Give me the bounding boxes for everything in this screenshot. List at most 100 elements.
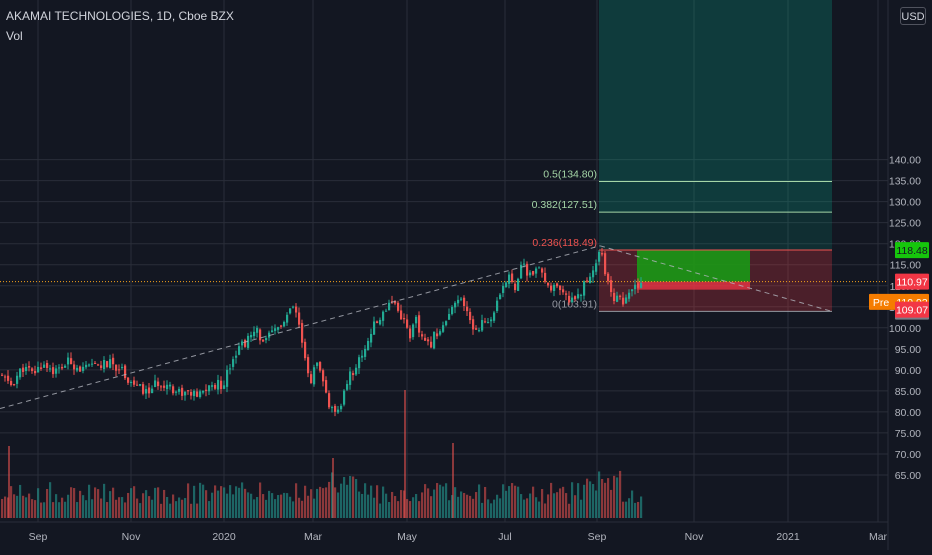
candle-body [469, 311, 472, 321]
fib-zone-top [599, 0, 832, 213]
trendline-up [0, 245, 601, 410]
y-tick-label: 90.00 [895, 365, 921, 377]
volume-bar [256, 497, 259, 518]
fib-zone-mid [599, 212, 832, 251]
volume-bar [574, 495, 577, 518]
volume-bar [184, 498, 187, 518]
candle-body [574, 296, 577, 300]
candle-body [598, 251, 601, 262]
volume-bar [304, 485, 307, 518]
volume-bar [559, 488, 562, 518]
volume-bar [391, 491, 394, 518]
volume-bar [166, 496, 169, 518]
candle-body [580, 294, 583, 296]
volume-bar [487, 499, 490, 518]
candle-body [550, 285, 553, 291]
price-label-prefix: Pre [873, 297, 890, 309]
candle-body [241, 341, 244, 346]
candle-body [409, 328, 412, 339]
volume-bar [127, 492, 130, 518]
volume-bar [628, 498, 631, 518]
volume-bar [610, 489, 613, 518]
volume-bar [8, 446, 10, 518]
price-label-text: 109.07 [896, 305, 928, 317]
volume-bar [490, 503, 493, 518]
volume-bar [124, 502, 127, 518]
y-tick-label: 125.00 [889, 218, 921, 230]
volume-bar [253, 499, 256, 518]
volume-bar [376, 485, 379, 518]
candle-body [292, 306, 295, 308]
candle-body [283, 321, 286, 327]
candle-body [13, 384, 16, 386]
candle-body [160, 386, 163, 388]
candle-body [61, 366, 64, 369]
volume-bar [364, 483, 367, 518]
candle-body [403, 318, 406, 320]
volume-bar [562, 486, 565, 518]
candle-body [631, 289, 634, 292]
candle-body [205, 389, 208, 391]
candle-body [202, 390, 205, 393]
volume-bar [592, 484, 595, 518]
candle-body [535, 268, 538, 274]
volume-bar [4, 496, 7, 518]
candle-body [142, 384, 145, 394]
volume-bar [139, 503, 142, 518]
volume-bar [61, 497, 64, 518]
volume-bar [118, 497, 121, 518]
x-tick-label: Mar [869, 531, 888, 543]
candle-body [289, 308, 292, 314]
volume-bar [307, 495, 310, 518]
candle-body [106, 361, 109, 367]
candle-body [82, 366, 85, 371]
volume-bar [181, 499, 184, 518]
candle-body [625, 297, 628, 304]
candle-body [103, 359, 106, 370]
volume-bar [409, 501, 412, 518]
volume-bar [613, 475, 616, 518]
grid-layer [0, 0, 888, 522]
candle-body [511, 273, 514, 282]
volume-bar [160, 503, 163, 518]
volume-bar [334, 487, 337, 518]
volume-bar [565, 493, 568, 518]
currency-button[interactable]: USD [900, 7, 926, 25]
volume-bar [151, 499, 154, 518]
candle-body [4, 376, 7, 378]
volume-bar [496, 494, 499, 518]
candle-body [628, 292, 631, 299]
candle-body [490, 319, 493, 322]
volume-bar [541, 489, 544, 518]
candle-body [19, 368, 22, 378]
candle-body [226, 369, 229, 387]
candle-body [589, 276, 592, 283]
candle-body [595, 263, 598, 272]
candle-body [151, 388, 154, 394]
candle-body [331, 407, 334, 409]
candle-body [529, 272, 532, 276]
volume-bar [28, 493, 31, 518]
candle-body [73, 364, 76, 370]
volume-bar [604, 482, 607, 518]
price-label-text: 110.97 [896, 277, 927, 289]
volume-bar [100, 498, 103, 518]
volume-bar [58, 502, 61, 518]
y-tick-label: 75.00 [895, 428, 921, 440]
volume-bar [514, 485, 517, 518]
candle-body [499, 294, 502, 300]
candle-body [559, 285, 562, 291]
candle-body [361, 355, 364, 358]
candle-body [220, 380, 223, 390]
candle-body [37, 366, 40, 373]
volume-bar [178, 497, 181, 518]
candle-body [568, 295, 571, 303]
candles [1, 247, 643, 417]
candle-body [229, 368, 232, 370]
volume-bar [238, 487, 241, 518]
volume-bar [532, 486, 535, 518]
candle-body [502, 285, 505, 293]
volume-bar [286, 493, 289, 518]
volume-bar [631, 490, 634, 518]
